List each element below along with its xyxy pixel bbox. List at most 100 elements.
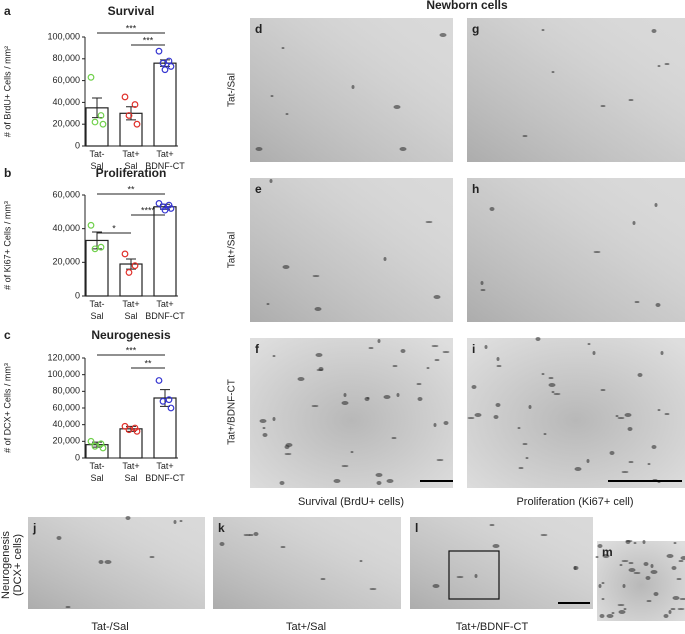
data-point (121, 93, 129, 101)
stained-cell (351, 85, 355, 89)
column-caption: Survival (BrdU+ cells) (298, 496, 404, 508)
inset-box (448, 550, 500, 600)
stained-cell (548, 377, 554, 379)
stained-cell (125, 516, 131, 520)
stained-cell (333, 479, 341, 483)
data-point (165, 396, 173, 404)
stained-cell (439, 33, 447, 37)
data-point (121, 422, 129, 430)
stained-cell (525, 457, 529, 459)
stained-cell (417, 397, 423, 401)
panel-label: i (472, 342, 475, 356)
stained-cell (248, 534, 254, 536)
stained-cell (666, 554, 674, 558)
stained-cell (660, 351, 664, 355)
error-bar (92, 231, 102, 250)
y-tick-label: 40,000 (52, 223, 80, 233)
x-tick-label: Tat+ BDNF-CT (145, 461, 185, 483)
y-tick-label: 0 (75, 290, 80, 300)
stained-cell (518, 467, 524, 469)
bar (153, 206, 177, 297)
stained-cell (341, 401, 349, 405)
stained-cell (618, 610, 626, 614)
stained-cell (574, 467, 582, 471)
data-point (167, 63, 175, 70)
stained-cell (426, 367, 430, 369)
y-axis-label: # of DCX+ Cells / mm³ (2, 363, 12, 453)
data-point (161, 66, 169, 74)
stained-cell (632, 221, 636, 225)
stained-cell (615, 415, 619, 417)
y-tick-label: 0 (75, 140, 80, 150)
data-point (131, 262, 139, 270)
data-point (159, 59, 167, 67)
panel-label: d (255, 22, 262, 36)
error-bar (126, 258, 136, 270)
stained-cell (664, 413, 670, 415)
stained-cell (633, 572, 641, 574)
data-point (87, 73, 95, 81)
stained-cell (280, 546, 286, 548)
panel-label: c (4, 328, 11, 342)
stained-cell (650, 564, 654, 568)
stained-cell (633, 542, 637, 544)
stained-cell (597, 544, 603, 548)
x-tick-label: Tat+ Sal (122, 149, 139, 171)
data-point (131, 424, 139, 432)
stained-cell (609, 451, 615, 455)
stained-cell (443, 421, 449, 425)
x-tick-label: Tat+ BDNF-CT (145, 149, 185, 171)
row-label: Tat+/Sal (227, 232, 238, 268)
data-point (87, 437, 95, 445)
x-tick-label: Tat+ Sal (122, 461, 139, 483)
data-point (167, 404, 175, 412)
significance-label: *** (126, 23, 137, 33)
stained-cell (496, 357, 500, 361)
stained-cell (625, 540, 631, 544)
stained-cell (285, 113, 289, 115)
stained-cell (628, 562, 634, 564)
y-axis-label: # of BrdU+ Cells / mm² (2, 46, 12, 137)
stained-cell (456, 576, 464, 578)
stained-cell (284, 453, 292, 455)
stained-cell (517, 427, 521, 429)
stained-cell (56, 536, 62, 540)
stained-cell (318, 367, 324, 371)
chart-title: Neurogenesis (91, 328, 171, 342)
stained-cell (480, 289, 486, 291)
stained-cell (540, 534, 548, 536)
data-point (91, 442, 99, 450)
panel-label: l (415, 521, 418, 535)
panel-label: k (218, 521, 225, 535)
stained-cell (255, 147, 263, 151)
stained-cell (98, 560, 104, 564)
significance-label: ** (127, 184, 135, 194)
stained-cell (573, 566, 579, 570)
stained-cell (619, 564, 623, 566)
data-point (155, 200, 163, 207)
panel-caption: Tat-/Sal (91, 621, 128, 633)
data-point (159, 203, 167, 211)
stained-cell (364, 397, 370, 401)
stained-cell (320, 578, 326, 580)
stained-cell (442, 351, 450, 353)
stained-cell (368, 347, 374, 349)
stained-cell (432, 584, 440, 588)
stained-cell (312, 275, 320, 277)
stained-cell (480, 281, 484, 285)
stained-cell (628, 568, 636, 572)
stained-cell (601, 582, 605, 584)
data-point (91, 245, 99, 253)
significance-label: **** (141, 205, 156, 215)
y-tick-label: 80,000 (52, 53, 80, 63)
data-point (159, 397, 167, 405)
stained-cell (679, 598, 685, 600)
panel-label: j (32, 521, 36, 535)
panel-caption: Tat+/Sal (286, 621, 326, 633)
panel-label: b (4, 166, 11, 180)
stained-cell (651, 29, 657, 33)
stained-cell (489, 207, 495, 211)
stained-cell (173, 520, 177, 524)
stained-cell (680, 556, 685, 560)
stained-cell (645, 576, 651, 580)
